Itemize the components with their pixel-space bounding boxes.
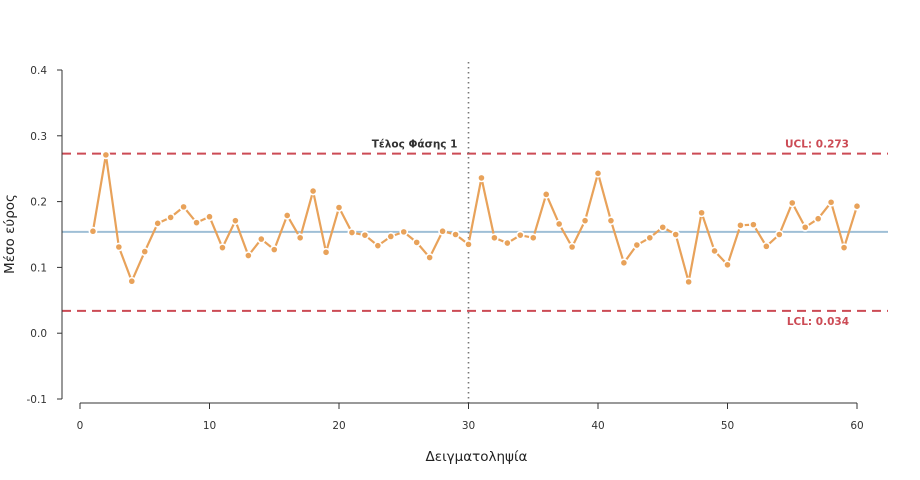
data-point bbox=[256, 234, 266, 244]
data-point bbox=[114, 242, 124, 252]
data-point bbox=[774, 230, 784, 239]
data-point bbox=[658, 222, 668, 232]
data-point bbox=[243, 251, 253, 260]
data-point bbox=[399, 227, 409, 237]
data-point bbox=[477, 173, 486, 183]
data-point bbox=[464, 239, 473, 249]
y-tick-label: 0.0 bbox=[30, 328, 47, 340]
series-average-range bbox=[88, 150, 862, 287]
x-tick-label: 10 bbox=[203, 420, 216, 432]
data-point bbox=[127, 276, 137, 286]
x-tick-label: 20 bbox=[332, 420, 345, 432]
y-axis: -0.1 0.0 0.1 0.2 0.3 0.4 bbox=[27, 65, 63, 406]
data-point bbox=[282, 211, 292, 220]
data-point bbox=[88, 226, 98, 236]
series-line bbox=[91, 153, 859, 283]
x-tick-label: 0 bbox=[77, 420, 84, 432]
data-point bbox=[438, 226, 447, 236]
data-point bbox=[218, 243, 227, 253]
data-point bbox=[736, 220, 745, 230]
data-point bbox=[852, 201, 862, 211]
data-point bbox=[580, 216, 590, 226]
y-tick-label: 0.4 bbox=[30, 65, 47, 77]
data-point bbox=[334, 203, 344, 212]
y-tick-label: 0.3 bbox=[30, 131, 47, 143]
data-point bbox=[684, 277, 694, 287]
data-point bbox=[787, 198, 797, 208]
data-point bbox=[360, 230, 370, 240]
data-point bbox=[295, 233, 305, 243]
data-point bbox=[230, 216, 240, 226]
data-point bbox=[749, 220, 758, 230]
x-tick-label: 50 bbox=[721, 420, 734, 432]
y-tick-label: -0.1 bbox=[27, 394, 48, 406]
data-point bbox=[166, 212, 176, 222]
data-point bbox=[205, 212, 214, 222]
data-point bbox=[800, 222, 810, 232]
data-point bbox=[671, 230, 681, 239]
x-axis: 0 10 20 30 40 50 60 bbox=[77, 402, 864, 432]
data-point bbox=[451, 230, 460, 239]
data-point bbox=[567, 242, 577, 252]
data-point bbox=[697, 208, 706, 218]
data-point bbox=[632, 240, 642, 250]
data-point bbox=[645, 233, 655, 243]
data-point bbox=[425, 253, 435, 262]
data-point bbox=[502, 238, 512, 248]
data-point bbox=[761, 241, 771, 251]
y-tick-label: 0.2 bbox=[30, 197, 47, 209]
y-axis-title: Μέσο εύρος bbox=[2, 194, 18, 274]
ucl-label: UCL: 0.273 bbox=[785, 139, 849, 151]
data-point bbox=[373, 241, 383, 251]
phase-end-label: Τέλος Φάσης 1 bbox=[372, 139, 458, 151]
data-point bbox=[386, 232, 396, 241]
lcl-label: LCL: 0.034 bbox=[787, 316, 849, 328]
data-point bbox=[606, 216, 616, 226]
data-point bbox=[515, 230, 525, 240]
data-point bbox=[619, 258, 629, 268]
x-tick-label: 40 bbox=[591, 420, 604, 432]
data-point bbox=[541, 189, 551, 199]
data-point bbox=[554, 219, 564, 229]
data-point bbox=[179, 202, 188, 212]
data-point bbox=[321, 247, 331, 257]
data-point bbox=[723, 260, 732, 270]
data-point bbox=[192, 218, 201, 228]
data-point bbox=[839, 243, 849, 253]
data-point bbox=[308, 186, 318, 196]
data-point bbox=[813, 214, 823, 224]
y-tick-label: 0.1 bbox=[30, 262, 47, 274]
x-axis-title: Δειγματοληψία bbox=[426, 449, 528, 465]
data-point bbox=[826, 197, 836, 207]
data-point bbox=[269, 245, 279, 255]
data-point bbox=[710, 246, 719, 256]
x-tick-label: 30 bbox=[462, 420, 475, 432]
data-point bbox=[347, 228, 357, 237]
data-point bbox=[412, 237, 422, 247]
data-point bbox=[153, 218, 163, 228]
x-tick-label: 60 bbox=[850, 420, 863, 432]
data-point bbox=[593, 168, 603, 178]
data-point bbox=[489, 233, 499, 243]
data-point bbox=[528, 233, 538, 243]
data-point bbox=[140, 247, 150, 257]
data-point bbox=[101, 150, 111, 160]
